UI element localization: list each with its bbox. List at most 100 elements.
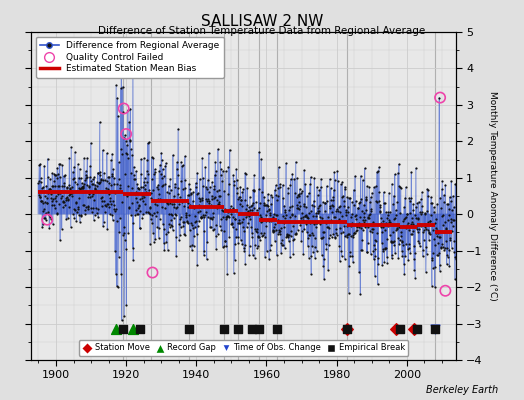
Point: [425, 236, 433, 243]
Point: [140, 182, 149, 188]
Point: [179, 162, 187, 168]
Point: [209, 214, 217, 221]
Point: [50, 170, 59, 177]
Point: [385, 232, 394, 238]
Point: [372, 198, 380, 204]
Point: [155, 190, 163, 197]
Point: [127, 146, 135, 153]
Point: [297, 215, 305, 221]
Point: [397, 233, 405, 239]
Point: [319, 263, 328, 270]
Point: [200, 228, 209, 234]
Point: [331, 177, 339, 184]
Point: [263, 212, 271, 219]
Point: [173, 159, 181, 166]
Point: [43, 194, 51, 201]
Point: [393, 199, 401, 206]
Point: [350, 230, 358, 237]
Point: [446, 237, 454, 243]
Point: [138, 215, 146, 221]
Point: [392, 326, 400, 332]
Point: [294, 192, 302, 198]
Point: [314, 205, 323, 211]
Point: [325, 176, 334, 182]
Point: [400, 215, 409, 221]
Point: [54, 182, 62, 189]
Point: [154, 196, 162, 202]
Point: [406, 198, 414, 204]
Point: [71, 207, 80, 214]
Point: [309, 249, 318, 255]
Point: [216, 159, 224, 166]
Point: [54, 171, 62, 177]
Point: [126, 105, 135, 112]
Point: [59, 204, 67, 210]
Point: [206, 224, 215, 230]
Point: [66, 190, 74, 197]
Point: [48, 198, 56, 204]
Point: [330, 214, 338, 220]
Point: [69, 168, 77, 175]
Point: [200, 248, 209, 254]
Point: [97, 194, 106, 200]
Point: [126, 190, 135, 196]
Point: [161, 181, 169, 188]
Point: [418, 202, 426, 209]
Point: [140, 175, 149, 181]
Point: [432, 216, 441, 222]
Point: [222, 168, 230, 174]
Point: [241, 170, 249, 176]
Point: [411, 250, 419, 256]
Point: [204, 189, 213, 195]
Point: [54, 201, 63, 207]
Point: [58, 193, 66, 200]
Point: [434, 250, 443, 257]
Point: [346, 194, 355, 201]
Point: [391, 250, 399, 256]
Point: [37, 198, 45, 204]
Point: [118, 326, 127, 332]
Point: [331, 214, 340, 220]
Point: [345, 230, 354, 237]
Point: [451, 254, 459, 260]
Point: [86, 163, 94, 169]
Point: [51, 204, 59, 211]
Point: [448, 207, 456, 214]
Point: [110, 175, 118, 182]
Point: [167, 211, 176, 217]
Point: [351, 213, 359, 219]
Point: [280, 245, 289, 251]
Point: [373, 199, 381, 205]
Point: [357, 246, 366, 253]
Point: [382, 220, 390, 226]
Point: [348, 234, 357, 240]
Point: [426, 218, 434, 224]
Point: [162, 231, 170, 237]
Point: [53, 211, 61, 217]
Point: [381, 227, 390, 234]
Point: [451, 276, 459, 282]
Point: [157, 197, 165, 203]
Point: [115, 184, 124, 191]
Point: [151, 236, 160, 242]
Point: [297, 190, 305, 196]
Point: [417, 196, 425, 203]
Point: [438, 241, 446, 247]
Point: [377, 220, 385, 226]
Point: [329, 231, 337, 237]
Point: [70, 215, 79, 221]
Point: [139, 179, 148, 185]
Point: [97, 203, 106, 210]
Point: [428, 254, 436, 261]
Point: [409, 201, 418, 208]
Point: [150, 239, 158, 245]
Point: [234, 326, 243, 332]
Point: [281, 207, 290, 213]
Point: [182, 210, 190, 216]
Point: [440, 198, 448, 205]
Point: [277, 240, 286, 246]
Point: [177, 177, 185, 184]
Point: [95, 119, 104, 125]
Point: [397, 238, 406, 244]
Point: [289, 237, 297, 244]
